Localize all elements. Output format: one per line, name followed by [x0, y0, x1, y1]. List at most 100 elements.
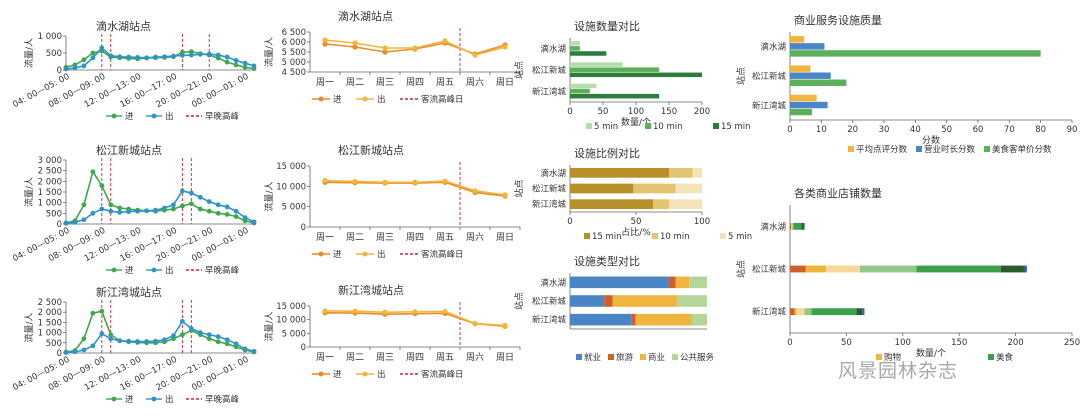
y-tick-label: 5 000 [282, 329, 306, 339]
y-tick-label: 1 000 [38, 329, 62, 339]
legend-swatch [576, 354, 582, 360]
x-tick-label: 100 [628, 107, 644, 117]
y-axis-label: 流量/人 [23, 38, 35, 68]
x-tick-label: 周二 [346, 77, 364, 88]
data-point [179, 332, 185, 338]
data-point [233, 208, 239, 214]
x-tick-label: 周三 [376, 77, 394, 88]
data-point [171, 202, 176, 208]
chart-commerce_quality: 商业服务设施质量 0 10 20 30 40 50 60 70 80 90 分数 站点 滴水湖松江新城新江… [735, 13, 1077, 155]
data-point [153, 207, 158, 213]
data-point [153, 54, 158, 60]
data-point [126, 209, 132, 215]
bar [790, 79, 847, 86]
y-axis-label: 流量/人 [23, 177, 35, 207]
data-point [99, 206, 105, 212]
x-tick-label: 周一 [316, 77, 334, 88]
data-point [90, 310, 96, 316]
legend-label: 客流高峰日 [421, 94, 464, 105]
chart-title: 设施比例对比 [574, 146, 640, 160]
chart-title: 松江新城站点 [338, 143, 404, 157]
data-point [197, 194, 203, 200]
data-point [472, 52, 478, 58]
legend-label: 就业 [584, 352, 601, 363]
legend-marker [111, 267, 117, 273]
legend-marker [362, 371, 368, 377]
data-point [81, 347, 87, 353]
bar [790, 72, 831, 79]
data-point [224, 337, 230, 343]
bar-segment [794, 308, 797, 316]
x-axis-label: 数量/个 [916, 347, 946, 359]
chart-title: 新江湾城站点 [96, 285, 162, 299]
data-point [162, 205, 167, 211]
data-point [206, 199, 212, 205]
legend-label: 10 min [653, 122, 683, 132]
data-point [188, 326, 194, 331]
data-point [197, 330, 203, 335]
legend-marker [151, 267, 157, 273]
data-point [251, 219, 257, 225]
category-label: 松江新城 [532, 184, 567, 195]
data-point [144, 208, 149, 214]
data-point [224, 341, 230, 347]
x-tick-label: 周三 [376, 232, 394, 243]
bar-segment [790, 265, 806, 273]
x-tick-label: 150 [951, 338, 967, 348]
bar-segment [631, 313, 636, 326]
legend-label: 出 [377, 94, 386, 105]
legend-label: 购物 [884, 352, 902, 363]
legend-label: 营业时长分数 [924, 144, 976, 155]
bar-segment [826, 265, 860, 273]
y-tick-label: 2 000 [38, 177, 62, 187]
x-tick-label: 10 [816, 125, 827, 135]
data-point [382, 179, 388, 185]
legend-marker [111, 113, 117, 119]
data-point [117, 205, 123, 211]
legend-marker [362, 96, 368, 102]
data-point [215, 334, 221, 340]
y-tick-label: 15 000 [276, 302, 306, 312]
x-tick-label: 40 [910, 125, 921, 135]
category-label: 松江新城 [532, 296, 567, 307]
data-point [382, 49, 388, 55]
x-tick-label: 50 [941, 125, 952, 135]
data-point [63, 220, 69, 226]
y-tick-label: 4 500 [282, 68, 306, 78]
y-axis-label: 流量/人 [263, 181, 275, 211]
legend-marker [151, 113, 157, 119]
legend-marker [111, 396, 117, 402]
x-tick-label: 200 [694, 107, 710, 117]
x-tick-label: 周二 [346, 232, 364, 243]
x-tick-label: 70 [1004, 125, 1015, 135]
data-point [90, 343, 96, 349]
data-point [135, 208, 141, 214]
y-tick-label: 2 000 [38, 308, 62, 318]
bar-segment [805, 265, 827, 273]
data-point [72, 65, 78, 71]
bar-segment [691, 313, 707, 326]
data-point [233, 58, 239, 63]
category-label: 松江新城 [532, 65, 567, 76]
data-point [224, 212, 230, 217]
bar [790, 43, 825, 50]
y-tick-label: 15 000 [276, 162, 306, 172]
data-point [352, 40, 358, 46]
data-point [99, 183, 105, 189]
data-point [108, 336, 114, 342]
data-point [197, 51, 203, 57]
category-label: 滴水湖 [760, 221, 786, 232]
bar [790, 108, 812, 116]
x-tick-label: 150 [661, 107, 677, 117]
data-point [188, 52, 194, 58]
y-tick-label: 5 500 [282, 48, 306, 58]
legend-swatch [608, 354, 614, 360]
legend-label: 美食客单价分数 [992, 144, 1052, 155]
x-tick-label: 0 [567, 217, 572, 227]
bar-segment [859, 265, 917, 273]
data-point [251, 348, 257, 354]
bar [570, 93, 660, 99]
data-point [81, 63, 87, 69]
category-label: 滴水湖 [760, 42, 786, 53]
